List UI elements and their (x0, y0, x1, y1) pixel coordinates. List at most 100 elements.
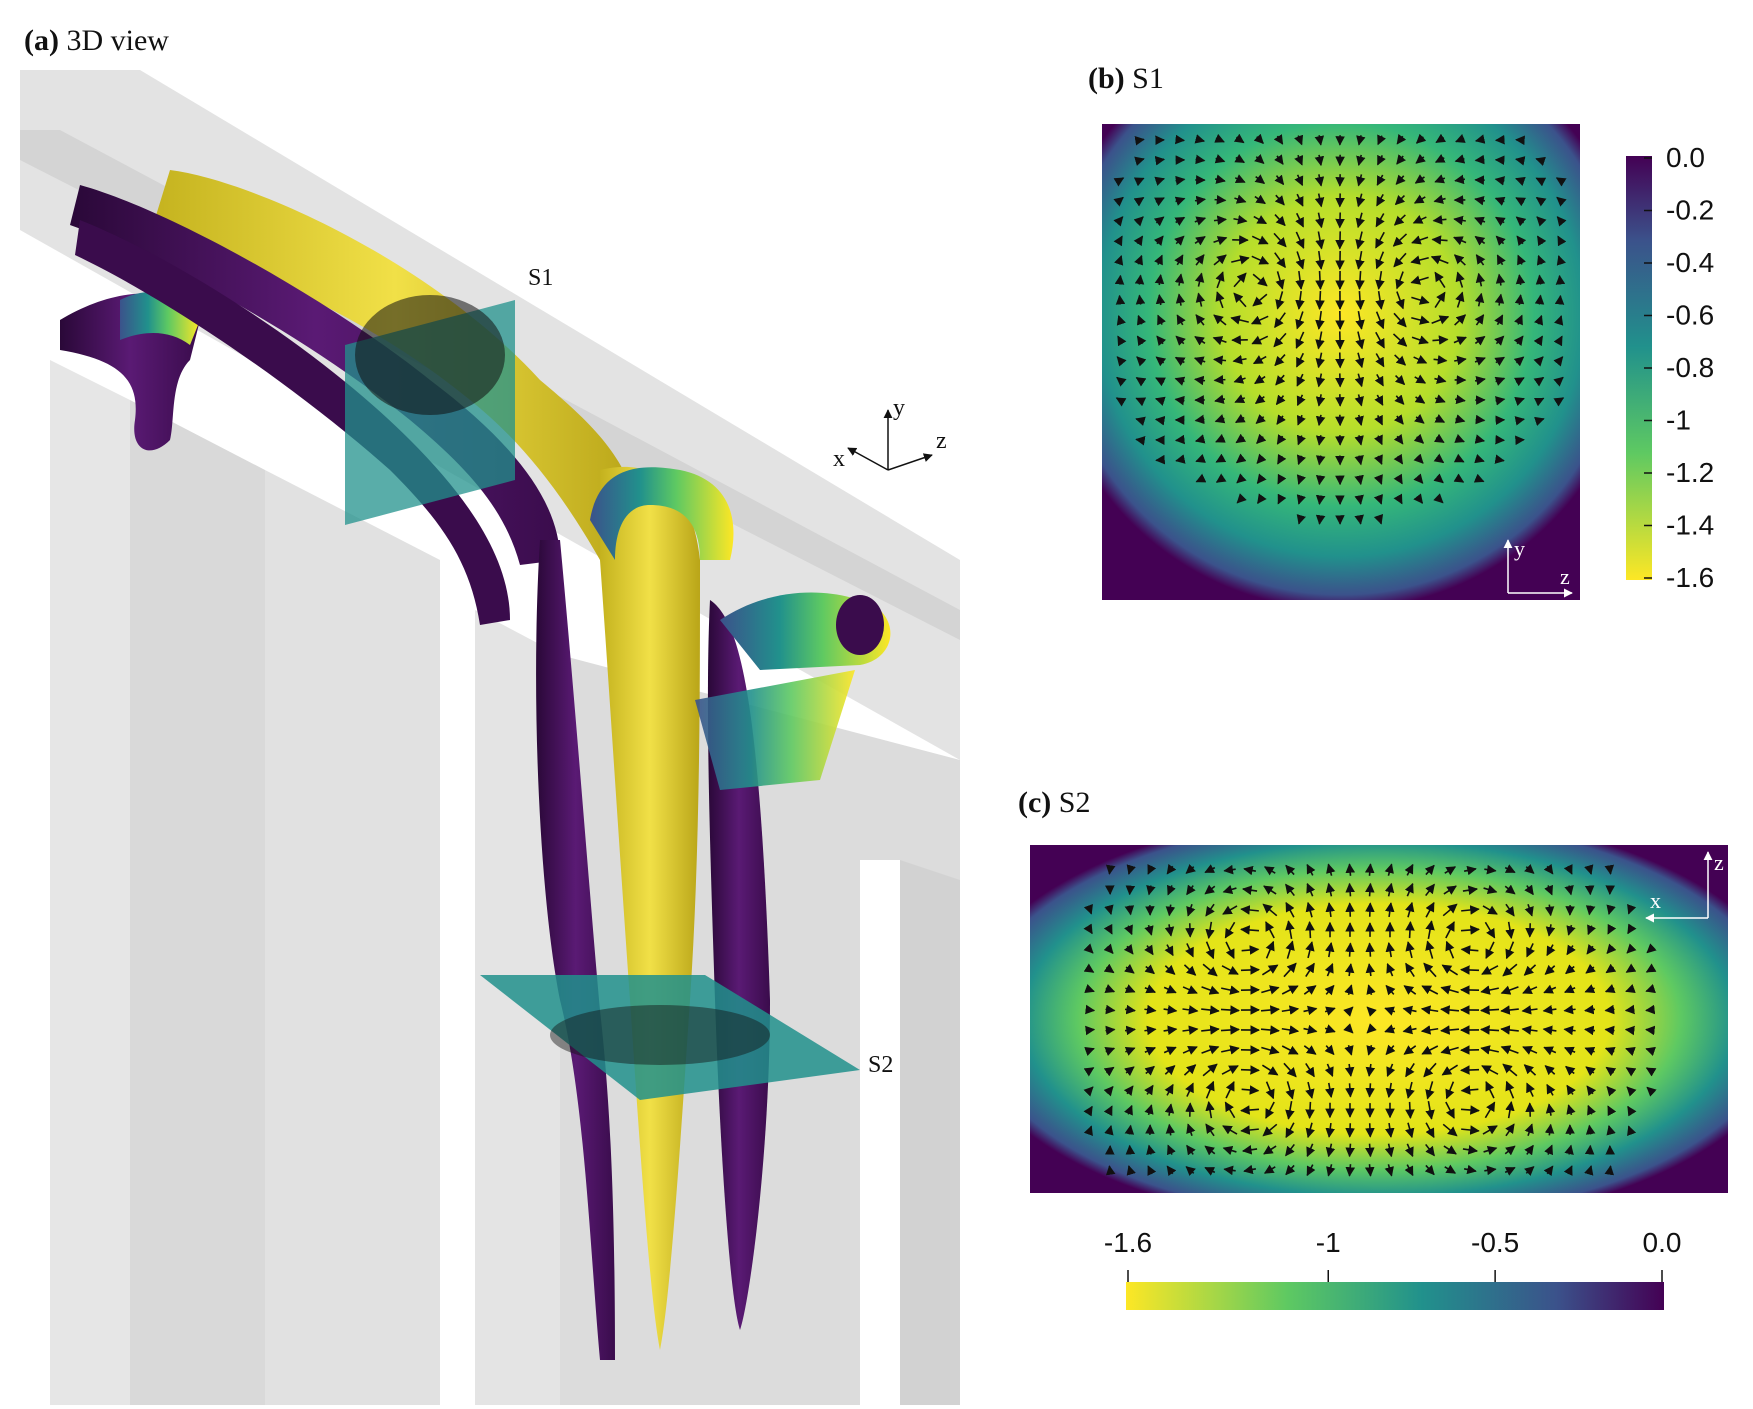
vector-arrow (1176, 314, 1186, 326)
vector-arrow (1454, 314, 1467, 326)
vector-arrow (1396, 154, 1406, 165)
vector-arrow (1354, 414, 1364, 427)
vector-arrow (1156, 335, 1167, 346)
vector-arrow (1240, 905, 1259, 915)
axis-triad-c: z x (1645, 850, 1724, 923)
vector-arrow (1504, 1166, 1516, 1176)
axis-a-x: x (833, 446, 845, 472)
vector-arrow (1544, 1065, 1556, 1076)
vector-arrow (1483, 1145, 1498, 1156)
vector-arrow (1260, 1005, 1280, 1015)
vector-arrow (1195, 453, 1206, 463)
vector-arrow (1411, 315, 1430, 325)
vector-arrow (1144, 944, 1154, 956)
vector-arrow (1554, 315, 1564, 326)
vector-arrow (1624, 1004, 1635, 1015)
vector-arrow (1374, 394, 1384, 406)
vector-arrow (1354, 394, 1364, 407)
vector-arrow (1645, 963, 1657, 973)
slice-s1-label: S1 (528, 265, 553, 291)
vector-arrow (1305, 941, 1315, 959)
vector-arrow (1356, 135, 1366, 146)
vector-arrow (1303, 985, 1317, 995)
vector-arrow (1103, 1085, 1114, 1097)
vector-arrow (1214, 414, 1226, 424)
vector-arrow (1285, 864, 1296, 876)
vector-arrow (1584, 1046, 1596, 1056)
left-column (50, 360, 130, 1405)
vector-arrow (1460, 965, 1480, 975)
axis-a-z: z (936, 428, 947, 454)
vector-arrow (1553, 335, 1563, 347)
vector-arrow (1274, 154, 1284, 165)
vector-arrow (1433, 473, 1444, 484)
vector-arrow (1444, 1164, 1457, 1174)
vector-arrow (1474, 356, 1486, 366)
vector-arrow (1277, 453, 1287, 465)
vector-arrow (1564, 984, 1576, 994)
vector-arrow (1104, 904, 1114, 915)
vector-arrow (1254, 174, 1266, 184)
vector-arrow (1355, 193, 1366, 208)
vector-arrow (1285, 920, 1295, 940)
vector-arrow (1281, 1005, 1300, 1015)
vector-arrow (1627, 903, 1637, 915)
vector-arrow (1306, 1164, 1316, 1177)
vector-arrow (1584, 1165, 1594, 1176)
vector-arrow (1515, 216, 1527, 227)
vector-arrow (1604, 1046, 1616, 1056)
vector-arrow (1482, 1125, 1498, 1135)
vector-arrow (1113, 196, 1124, 207)
vector-arrow (1587, 1104, 1596, 1116)
vector-arrow (1213, 355, 1227, 366)
vector-arrow (1375, 251, 1385, 270)
vector-arrow (1305, 1081, 1315, 1099)
vector-arrow (1415, 153, 1426, 164)
vector-arrow (1344, 984, 1354, 996)
vector-arrow (1254, 394, 1266, 404)
vector-arrow (1544, 1123, 1555, 1136)
vector-arrow (1495, 434, 1506, 445)
vector-arrow (1205, 1123, 1215, 1137)
vector-arrow (1373, 454, 1383, 465)
vector-arrow (1521, 1025, 1538, 1035)
vector-arrow (1294, 154, 1304, 166)
vector-arrow (1273, 232, 1287, 248)
vector-arrow (1115, 397, 1127, 407)
colorbar-b-tick-label: -1 (1666, 405, 1691, 436)
vector-arrow (1253, 133, 1264, 144)
vector-arrow (1213, 236, 1228, 246)
vector-arrow (1494, 293, 1505, 306)
vector-arrow (1175, 335, 1186, 346)
axis-c-z: z (1714, 850, 1724, 875)
vector-arrow (1324, 1044, 1335, 1056)
vector-arrow (1306, 882, 1316, 897)
vector-arrow (1343, 1023, 1354, 1034)
vector-arrow (1250, 315, 1269, 325)
vector-arrow (1475, 414, 1486, 425)
vector-arrow (1404, 863, 1414, 876)
vector-arrow (1305, 1122, 1315, 1139)
vector-arrow (1366, 984, 1376, 996)
vector-arrow (1154, 396, 1166, 406)
vector-arrow (1646, 943, 1657, 954)
vector-arrow (1533, 335, 1544, 347)
vector-arrow (1205, 1100, 1215, 1119)
vector-arrow (1134, 254, 1144, 266)
vector-arrow (1234, 174, 1246, 183)
vector-arrow (1514, 314, 1523, 326)
vector-arrow (1204, 864, 1216, 874)
vector-arrow (1222, 1145, 1237, 1156)
vector-arrow (1281, 985, 1299, 995)
vector-arrow (1205, 1080, 1215, 1099)
vector-arrow (1384, 863, 1394, 876)
vector-arrow (1225, 1081, 1235, 1099)
vector-arrow (1423, 1062, 1437, 1078)
vector-arrow (1213, 215, 1227, 226)
vector-arrow (1480, 1025, 1500, 1035)
vector-arrow (1275, 374, 1286, 386)
vector-arrow (1410, 255, 1429, 265)
outlet-gap (860, 860, 900, 1405)
vector-arrow (1433, 194, 1446, 204)
vector-arrow (1345, 1164, 1356, 1177)
